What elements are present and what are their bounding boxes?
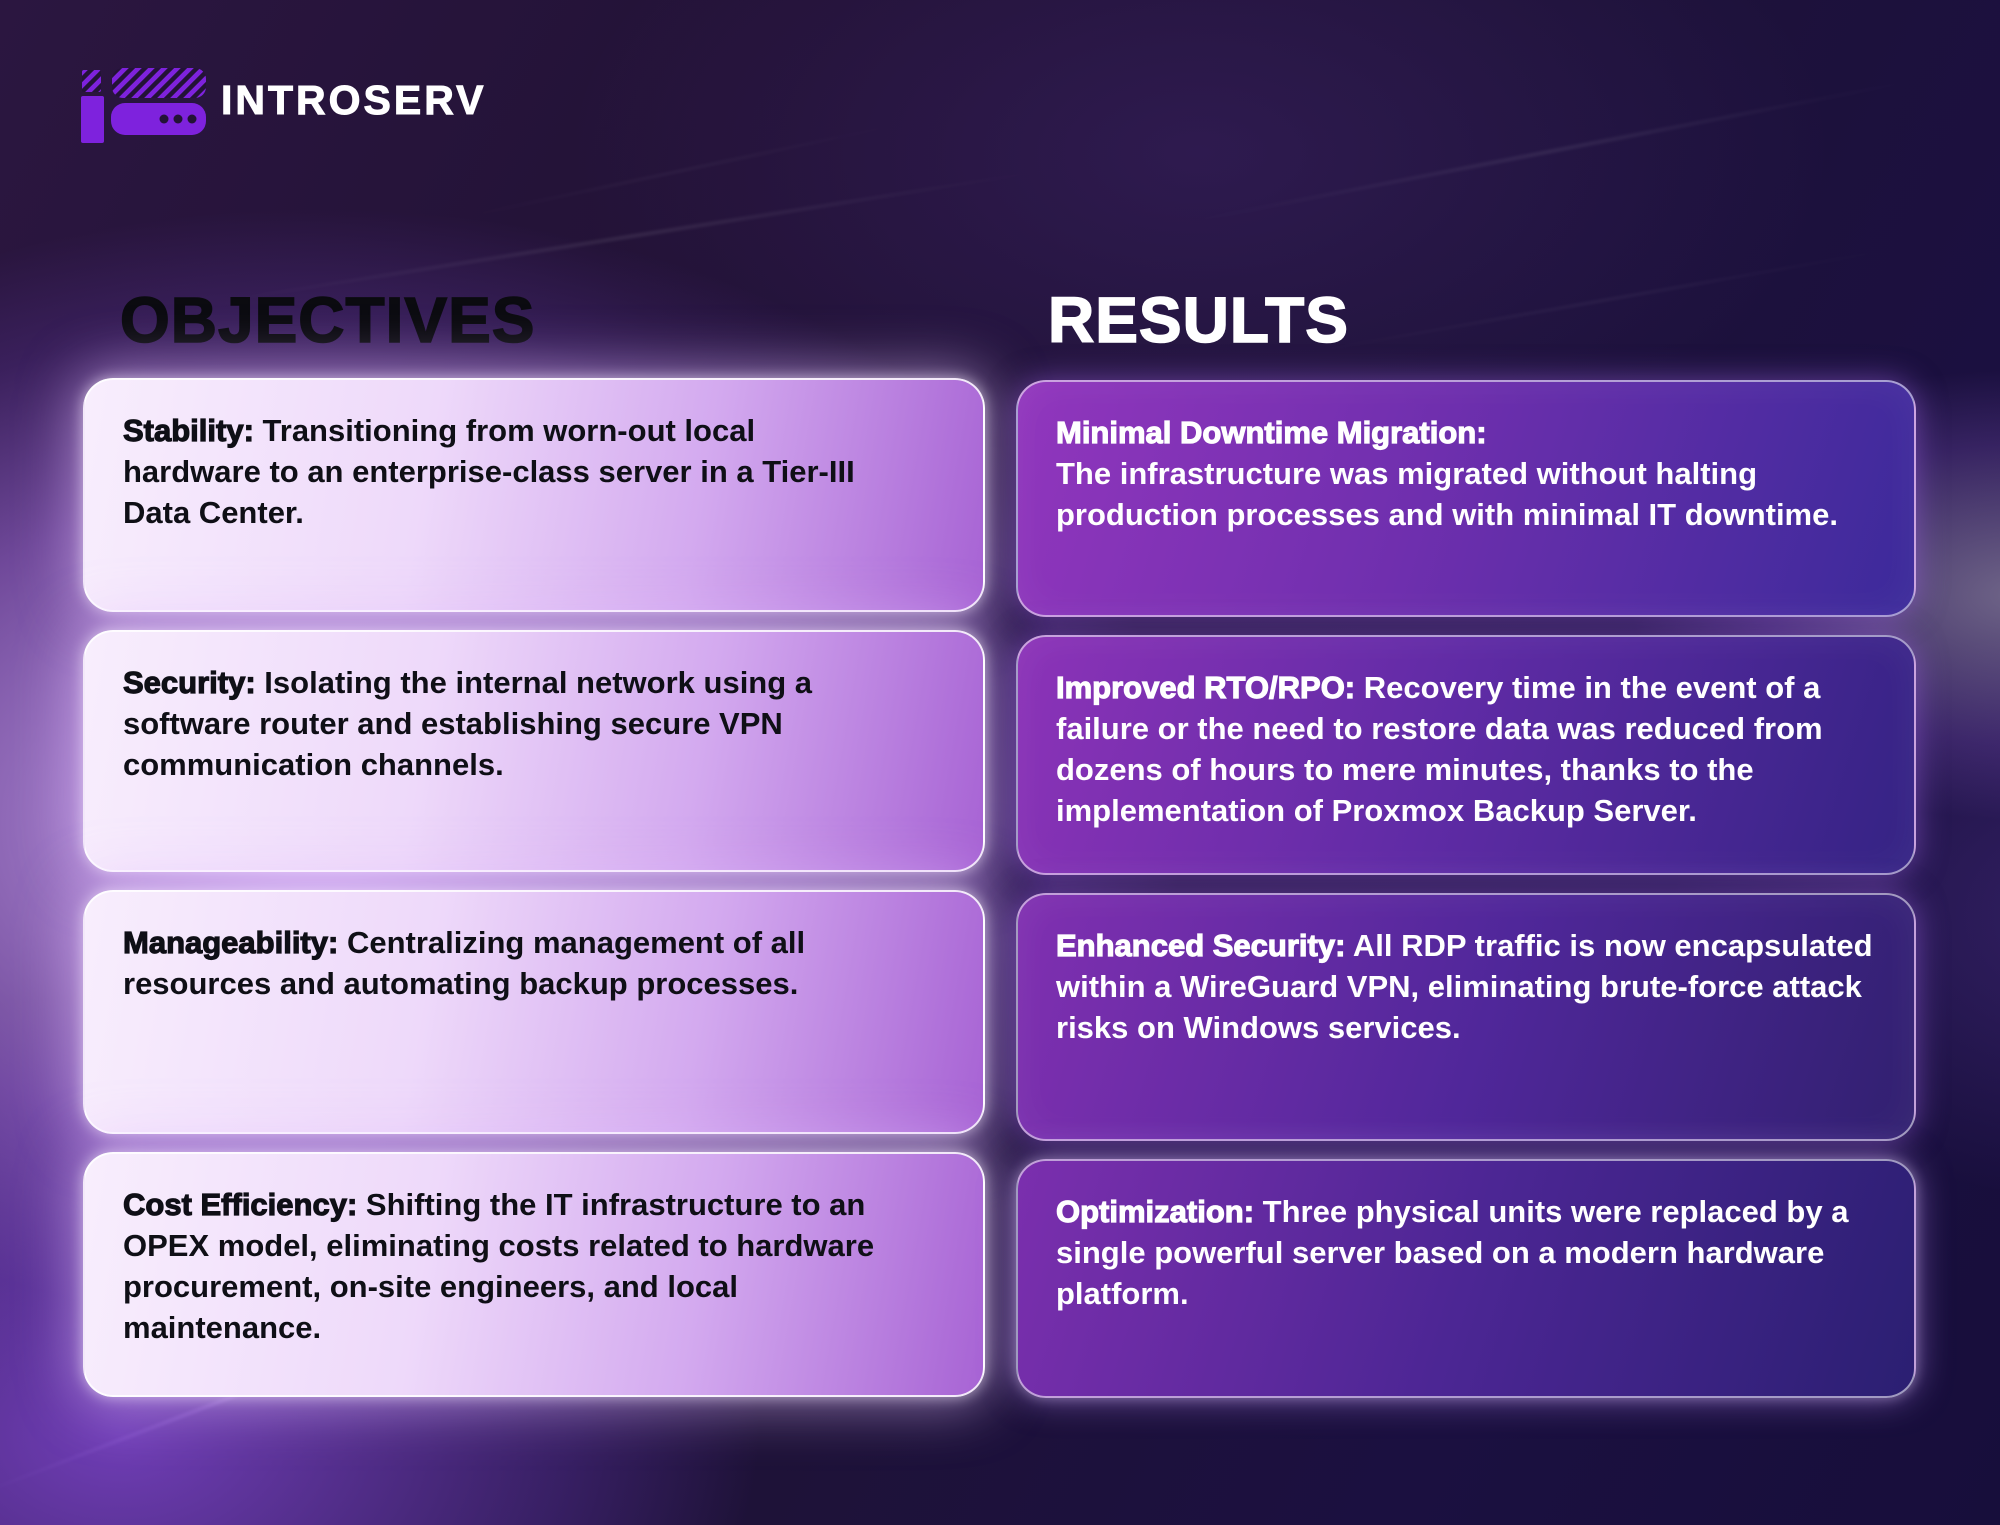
result-text: Enhanced Security: All RDP traffic is no… <box>1055 925 1874 1048</box>
result-lead: Minimal Downtime Migration: <box>1055 414 1487 450</box>
objective-card-cost-efficiency: Cost Efficiency: Shifting the IT infrast… <box>83 1152 985 1397</box>
objective-text: Security: Isolating the internal network… <box>122 662 883 785</box>
introserv-logo-icon <box>81 68 206 143</box>
light-streak <box>425 115 935 227</box>
result-text: Minimal Downtime Migration: The infrastru… <box>1055 412 1874 535</box>
objective-body: Transitioning from worn-out local hardwa… <box>123 413 855 530</box>
result-lead: Improved RTO/RPO: <box>1055 669 1356 705</box>
objective-body: Isolating the internal network using a s… <box>123 665 813 782</box>
objective-lead: Stability: <box>122 412 254 448</box>
result-text: Improved RTO/RPO: Recovery time in the e… <box>1055 667 1874 831</box>
objective-lead: Security: <box>122 664 256 700</box>
light-streak <box>1255 239 1945 363</box>
result-card-minimal-downtime: Minimal Downtime Migration: The infrastru… <box>1016 380 1916 617</box>
result-body: Recovery time in the event of a failure … <box>1056 670 1823 828</box>
objective-lead: Cost Efficiency: <box>122 1186 358 1222</box>
result-body: The infrastructure was migrated without … <box>1056 456 1838 532</box>
objective-text: Manageability: Centralizing management o… <box>122 922 883 1004</box>
result-body: Three physical units were replaced by a … <box>1056 1194 1849 1311</box>
results-heading: RESULTS <box>1047 283 1349 357</box>
objective-card-manageability: Manageability: Centralizing management o… <box>83 890 985 1134</box>
objectives-column: Stability: Transitioning from worn-out l… <box>83 378 985 1397</box>
result-text: Optimization: Three physical units were … <box>1055 1191 1874 1314</box>
objective-body: Shifting the IT infrastructure to an OPE… <box>123 1187 875 1345</box>
objectives-heading: OBJECTIVES <box>119 283 536 357</box>
introserv-logo: INTROSERV <box>78 57 486 143</box>
result-card-improved-rto-rpo: Improved RTO/RPO: Recovery time in the e… <box>1016 635 1916 875</box>
result-lead: Optimization: <box>1055 1193 1255 1229</box>
objective-text: Stability: Transitioning from worn-out l… <box>122 410 883 533</box>
result-card-enhanced-security: Enhanced Security: All RDP traffic is no… <box>1016 893 1916 1141</box>
objective-body: Centralizing management of all resources… <box>123 925 806 1001</box>
objective-lead: Manageability: <box>122 924 339 960</box>
objective-card-security: Security: Isolating the internal network… <box>83 630 985 872</box>
objective-card-stability: Stability: Transitioning from worn-out l… <box>83 378 985 612</box>
result-lead: Enhanced Security: <box>1055 927 1346 963</box>
results-column: Minimal Downtime Migration: The infrastru… <box>1016 380 1916 1398</box>
objective-text: Cost Efficiency: Shifting the IT infrast… <box>122 1184 883 1348</box>
result-body: All RDP traffic is now encapsulated with… <box>1056 928 1873 1045</box>
result-card-optimization: Optimization: Three physical units were … <box>1016 1159 1916 1398</box>
logo-wordmark: INTROSERV <box>220 76 487 123</box>
light-streak <box>1157 73 1943 230</box>
